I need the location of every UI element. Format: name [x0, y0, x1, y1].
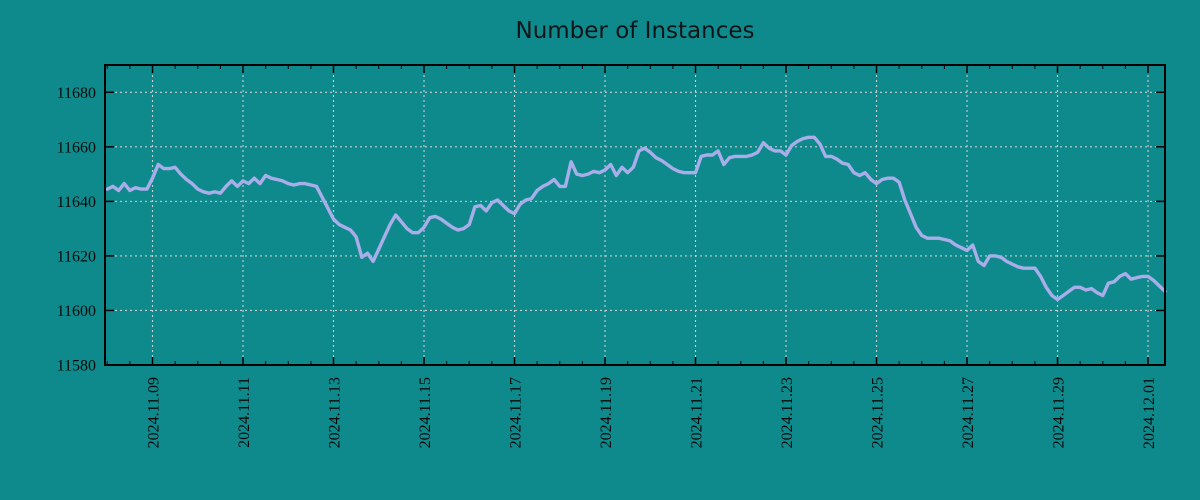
x-tick-label: 2024.11.19 [598, 377, 615, 448]
x-tick-label: 2024.11.09 [146, 377, 163, 448]
y-tick-label: 11640 [57, 194, 96, 211]
axis-ticks [105, 65, 1165, 366]
x-tick-label: 2024.11.13 [327, 377, 344, 448]
x-tick-label: 2024.11.11 [236, 377, 253, 448]
x-tick-label: 2024.11.25 [870, 377, 887, 448]
x-tick-label: 2024.12.01 [1141, 377, 1158, 449]
gridlines [105, 65, 1165, 366]
y-tick-label: 11600 [57, 303, 96, 320]
chart-title: Number of Instances [516, 18, 755, 44]
y-tick-label: 11660 [57, 139, 96, 156]
x-axis-labels: 2024.11.09 2024.11.11 2024.11.13 2024.11.15… [146, 377, 1159, 449]
y-axis-labels: 11580 11600 11620 11640 11660 11680 [57, 85, 96, 375]
series-line [105, 135, 1167, 302]
y-tick-label: 11680 [57, 85, 96, 102]
x-tick-label: 2024.11.21 [689, 377, 706, 448]
y-tick-label: 11620 [57, 248, 96, 265]
x-tick-label: 2024.11.27 [960, 377, 977, 448]
x-tick-label: 2024.11.23 [779, 377, 796, 448]
instances-series [105, 135, 1167, 302]
x-tick-label: 2024.11.15 [417, 377, 434, 448]
y-tick-label: 11580 [57, 358, 96, 375]
x-tick-label: 2024.11.17 [508, 377, 525, 448]
plot-border [104, 64, 1166, 366]
plot-frame [104, 64, 1166, 366]
x-tick-label: 2024.11.29 [1051, 377, 1068, 448]
